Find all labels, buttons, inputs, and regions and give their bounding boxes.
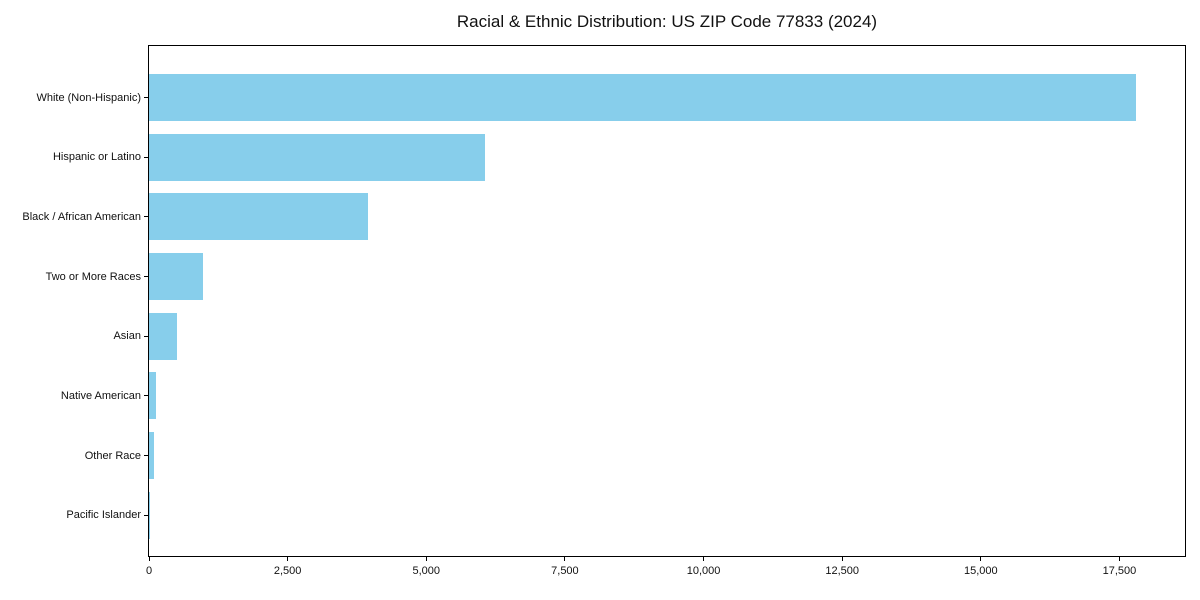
y-tick-label: Asian [113,330,141,343]
x-axis-tick [425,557,427,561]
x-axis-tick [1118,557,1120,561]
y-axis-tick [144,395,148,397]
bar-other-race [149,432,154,480]
y-tick-label: Pacific Islander [66,509,141,522]
y-tick-label: Black / African American [22,210,141,223]
bar-two-or-more-races [149,253,204,301]
chart-title: Racial & Ethnic Distribution: US ZIP Cod… [456,12,878,31]
x-tick-label: 5,000 [412,565,441,577]
bar-white-non-hispanic [149,74,1137,122]
bar-pacific-islander [149,491,150,539]
x-tick-label: 2,500 [273,565,302,577]
x-axis-tick [841,557,843,561]
y-axis-tick [144,514,148,516]
plot-area [148,45,1186,557]
x-axis-tick [148,557,150,561]
y-tick-label: White (Non-Hispanic) [36,91,141,104]
x-tick-label: 7,500 [551,565,579,577]
bar-asian [149,312,177,360]
bar-black-african-american [149,193,369,241]
x-tick-label: 15,000 [963,565,998,577]
y-axis-tick [144,216,148,218]
x-axis-tick [980,557,982,561]
y-tick-label: Hispanic or Latino [52,151,141,164]
y-tick-label: Native American [60,389,141,402]
bar-hispanic-or-latino [149,133,485,181]
x-tick-label: 17,500 [1102,565,1137,577]
bar-native-american [149,372,157,420]
x-axis-tick [564,557,566,561]
y-axis-tick [144,156,148,158]
y-axis-tick [144,276,148,278]
y-tick-label: Other Race [84,449,141,462]
x-tick-label: 12,500 [825,565,859,577]
x-tick-label: 10,000 [686,565,721,577]
y-tick-label: Two or More Races [45,270,141,283]
x-axis-tick [287,557,289,561]
x-axis-tick [703,557,705,561]
x-tick-label: 0 [145,565,153,577]
y-axis-tick [144,335,148,337]
y-axis-tick [144,455,148,457]
y-axis-tick [144,97,148,99]
